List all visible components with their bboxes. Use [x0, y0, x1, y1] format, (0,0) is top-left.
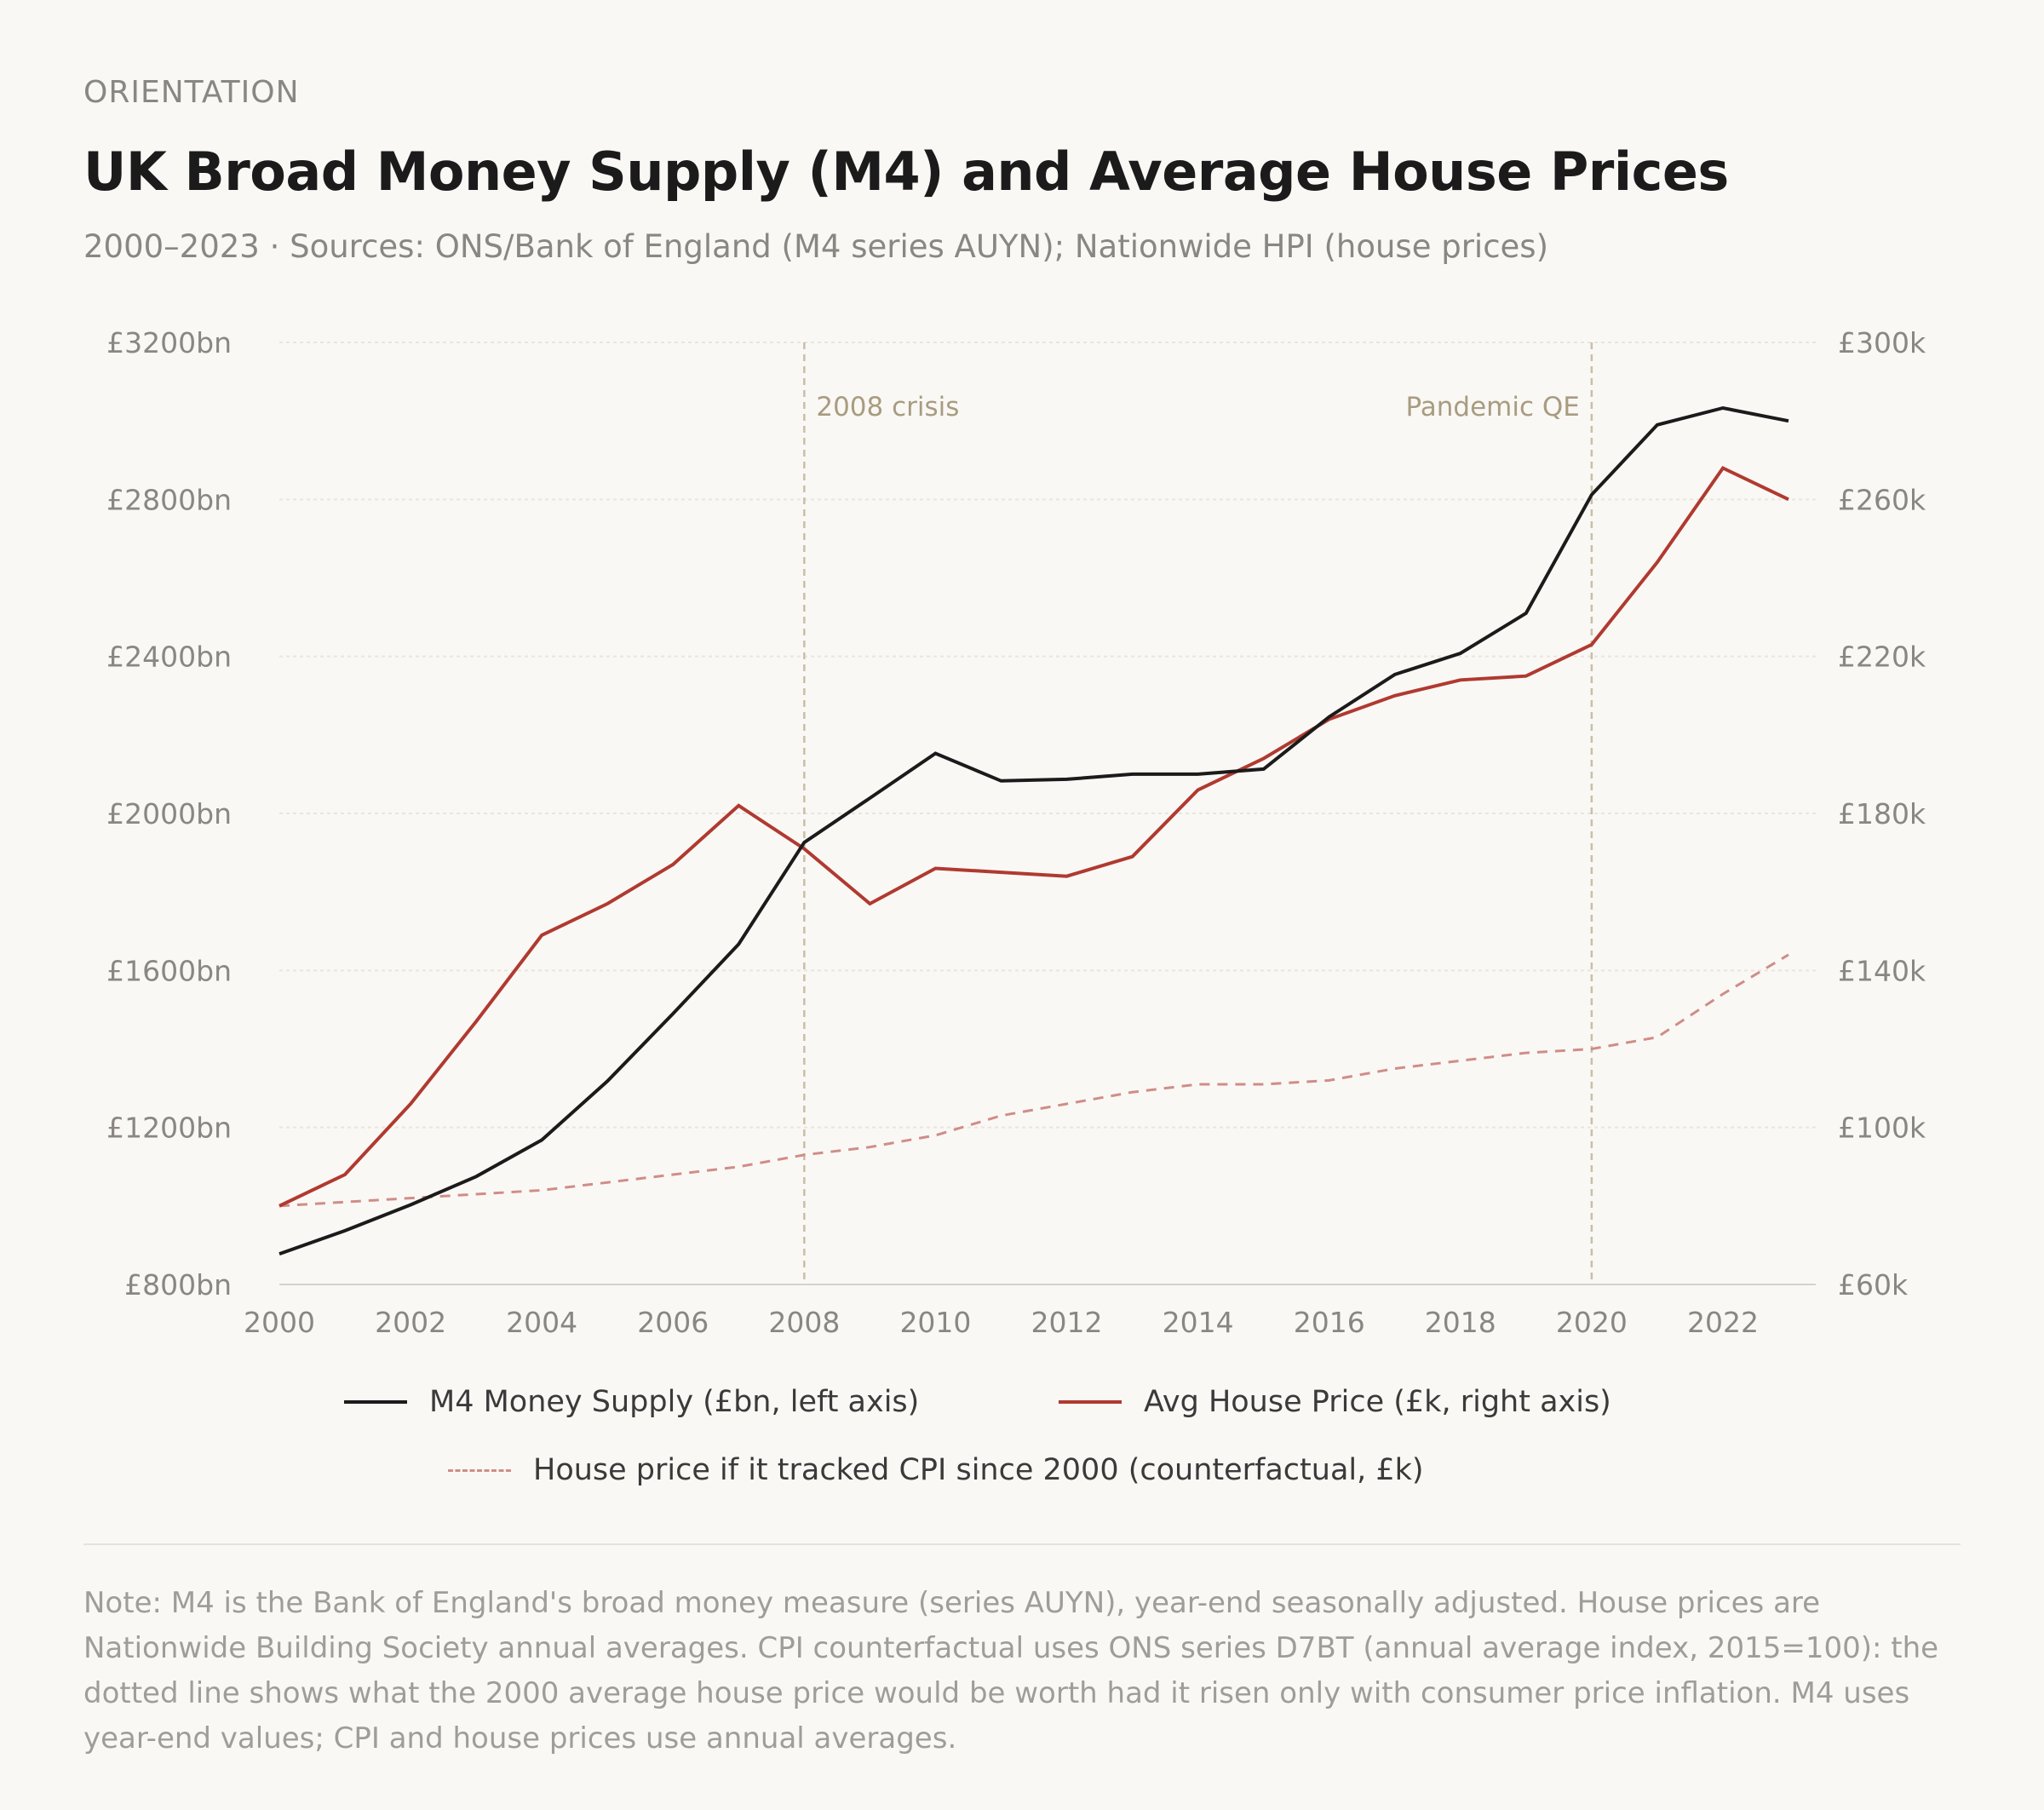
series-line-house-price: [278, 465, 1789, 1208]
x-tick-label: 2006: [637, 1306, 709, 1339]
y-left-tick-label: £2800bn: [106, 483, 232, 516]
chart-subtitle: 2000–2023 · Sources: ONS/Bank of England…: [83, 228, 1549, 265]
left-y-axis: £800bn £1200bn £1600bn £2000bn £2400bn £2800b…: [106, 326, 232, 1301]
x-tick-label: 2000: [244, 1306, 315, 1339]
chart-title: UK Broad Money Supply (M4) and Average H…: [83, 141, 1729, 203]
legend-swatch-cpi-counterfactual: [448, 1468, 511, 1472]
x-tick-label: 2004: [506, 1306, 577, 1339]
x-tick-label: 2020: [1556, 1306, 1628, 1339]
eyebrow-label: ORIENTATION: [83, 75, 300, 110]
x-tick-label: 2002: [375, 1306, 446, 1339]
y-right-tick-label: £220k: [1838, 641, 1926, 674]
y-right-tick-label: £60k: [1838, 1268, 1909, 1301]
y-right-tick-label: £300k: [1838, 326, 1926, 359]
y-left-tick-label: £2000bn: [106, 797, 232, 830]
annotation-label: 2008 crisis: [816, 392, 959, 422]
footnote: Note: M4 is the Bank of England's broad …: [83, 1586, 1939, 1755]
x-tick-label: 2010: [899, 1306, 971, 1339]
line-chart: 2008 crisis Pandemic QE 2000 2002 2004 2006 2…: [106, 326, 1926, 1339]
legend-item-cpi-counterfactual: House price if it tracked CPI since 2000…: [448, 1453, 1424, 1487]
gridlines: [279, 342, 1816, 1129]
x-axis: 2000 2002 2004 2006 2008 2010 2012 2014 2016 2018…: [244, 1284, 1816, 1339]
y-right-tick-label: £140k: [1838, 954, 1926, 987]
series-lines: [278, 405, 1789, 1256]
y-left-tick-label: £1200bn: [106, 1112, 232, 1145]
legend-label-cpi-counterfactual: House price if it tracked CPI since 2000…: [533, 1453, 1424, 1487]
x-tick-label: 2008: [768, 1306, 840, 1339]
y-right-tick-label: £260k: [1838, 483, 1926, 516]
y-left-tick-label: £3200bn: [106, 326, 232, 359]
series-line-cpi-counterfactual: [278, 953, 1789, 1208]
legend-swatch-house-price: [1059, 1400, 1122, 1404]
right-y-axis: £60k £100k £140k £180k £220k £260k £300k: [1838, 326, 1926, 1301]
y-right-tick-label: £180k: [1838, 797, 1926, 830]
y-left-tick-label: £1600bn: [106, 954, 232, 987]
y-left-tick-label: £2400bn: [106, 641, 232, 674]
legend-item-m4: M4 Money Supply (£bn, left axis): [344, 1385, 919, 1419]
x-tick-label: 2014: [1163, 1306, 1234, 1339]
legend-item-house-price: Avg House Price (£k, right axis): [1059, 1385, 1611, 1419]
x-tick-label: 2016: [1294, 1306, 1365, 1339]
legend-swatch-m4: [344, 1400, 407, 1404]
legend-label-m4: M4 Money Supply (£bn, left axis): [429, 1385, 920, 1419]
legend-label-house-price: Avg House Price (£k, right axis): [1144, 1385, 1611, 1419]
y-right-tick-label: £100k: [1838, 1112, 1926, 1145]
x-tick-label: 2012: [1031, 1306, 1103, 1339]
series-line-m4: [278, 405, 1789, 1256]
y-left-tick-label: £800bn: [124, 1268, 232, 1301]
x-tick-label: 2022: [1687, 1306, 1759, 1339]
footer-divider: [83, 1543, 1961, 1545]
x-tick-label: 2018: [1425, 1306, 1496, 1339]
annotation-label: Pandemic QE: [1405, 392, 1579, 422]
annotations: 2008 crisis Pandemic QE: [803, 342, 1593, 1284]
